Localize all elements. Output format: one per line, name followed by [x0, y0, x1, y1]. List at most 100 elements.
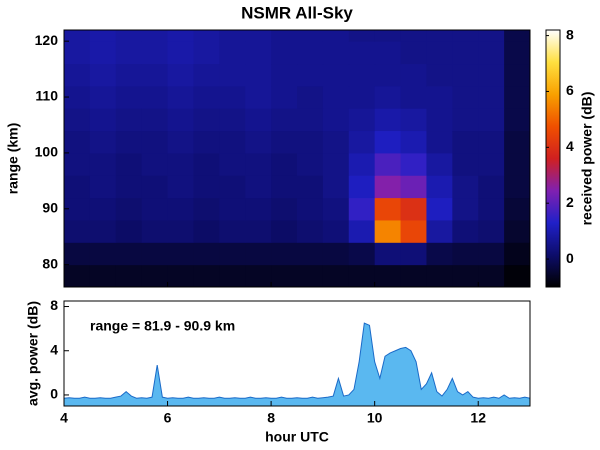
y-tick-label: 120 [35, 32, 59, 48]
x-tick-label: 6 [164, 410, 172, 426]
heat-cell [89, 108, 117, 132]
heat-cell [271, 219, 298, 243]
heat-cell [400, 264, 427, 288]
heat-cell [64, 175, 91, 199]
heat-cell [141, 85, 169, 109]
heat-cell [219, 175, 246, 199]
heat-cell [426, 30, 453, 42]
heat-cell [115, 152, 143, 176]
heat-cell [167, 108, 194, 132]
heat-cell [322, 85, 350, 109]
heat-cell [348, 85, 376, 109]
heat-cell [478, 85, 505, 109]
heat-cell [89, 264, 117, 288]
annotation: range = 81.9 - 90.9 km [90, 318, 235, 334]
heat-cell [64, 219, 91, 243]
heat-cell [322, 197, 350, 221]
heat-cell [219, 197, 246, 221]
heat-cell [245, 41, 272, 65]
heat-cell [297, 242, 324, 266]
heat-cell [297, 30, 324, 42]
heat-cell [504, 108, 531, 132]
heat-cell [297, 41, 324, 65]
y-tick-label: 4 [50, 341, 58, 357]
heat-cell [115, 30, 143, 42]
heat-cell [271, 152, 298, 176]
heat-cell [115, 41, 143, 65]
heat-cell [400, 63, 427, 87]
heat-cell [89, 30, 117, 42]
colorbar-tick-label: 4 [566, 138, 574, 154]
heat-cell [89, 63, 117, 87]
heat-cell [89, 197, 117, 221]
heat-cell [452, 175, 479, 199]
heat-cell [400, 175, 427, 199]
heat-cell [115, 264, 143, 288]
y-tick-label: 110 [35, 88, 58, 104]
heat-cell [322, 219, 350, 243]
heat-cell [297, 152, 324, 176]
heat-cell [271, 30, 298, 42]
heat-cell [64, 63, 91, 87]
y-tick-label: 0 [50, 386, 58, 402]
heat-cell [322, 63, 350, 87]
heat-cell [115, 219, 143, 243]
heat-cell [374, 219, 402, 243]
heat-cell [348, 242, 376, 266]
heat-cell [193, 219, 220, 243]
heat-cell [426, 63, 453, 87]
heat-cell [452, 152, 479, 176]
heat-cell [297, 130, 324, 154]
heat-cell [141, 108, 169, 132]
heat-cell [322, 152, 350, 176]
heat-cell [64, 242, 91, 266]
heat-cell [89, 152, 117, 176]
heat-cell [141, 242, 169, 266]
heat-cell [478, 197, 505, 221]
heat-cell [245, 63, 272, 87]
heat-cell [452, 219, 479, 243]
heat-cell [89, 41, 117, 65]
heat-cell [167, 63, 194, 87]
heat-cell [167, 152, 194, 176]
heat-cell [297, 63, 324, 87]
heat-cell [271, 130, 298, 154]
heat-cell [478, 152, 505, 176]
heat-cell [452, 130, 479, 154]
x-tick-label: 10 [367, 410, 383, 426]
heat-cell [400, 130, 427, 154]
heat-cell [374, 108, 402, 132]
heat-cell [245, 242, 272, 266]
heat-cell [89, 219, 117, 243]
heat-cell [426, 242, 453, 266]
heat-cell [504, 197, 531, 221]
heat-cell [478, 130, 505, 154]
heat-cell [193, 130, 220, 154]
heat-cell [374, 197, 402, 221]
heat-cell [348, 152, 376, 176]
heat-cell [297, 219, 324, 243]
colorbar [545, 29, 561, 288]
heat-cell [271, 108, 298, 132]
heat-cell [297, 197, 324, 221]
heat-cell [115, 197, 143, 221]
heat-cell [348, 219, 376, 243]
heat-cell [426, 152, 453, 176]
heat-cell [478, 264, 505, 288]
heat-cell [426, 197, 453, 221]
heat-cell [322, 242, 350, 266]
heat-cell [297, 108, 324, 132]
heat-cell [141, 219, 169, 243]
heat-cell [219, 85, 246, 109]
heat-cell [219, 41, 246, 65]
heat-cell [504, 85, 531, 109]
heat-cell [426, 175, 453, 199]
heat-cell [64, 41, 91, 65]
heat-cell [426, 41, 453, 65]
colorbar-label: received power (dB) [579, 92, 595, 226]
heat-cell [271, 85, 298, 109]
heat-cell [322, 30, 350, 42]
heat-cell [478, 108, 505, 132]
heat-cell [219, 152, 246, 176]
heat-cell [115, 130, 143, 154]
